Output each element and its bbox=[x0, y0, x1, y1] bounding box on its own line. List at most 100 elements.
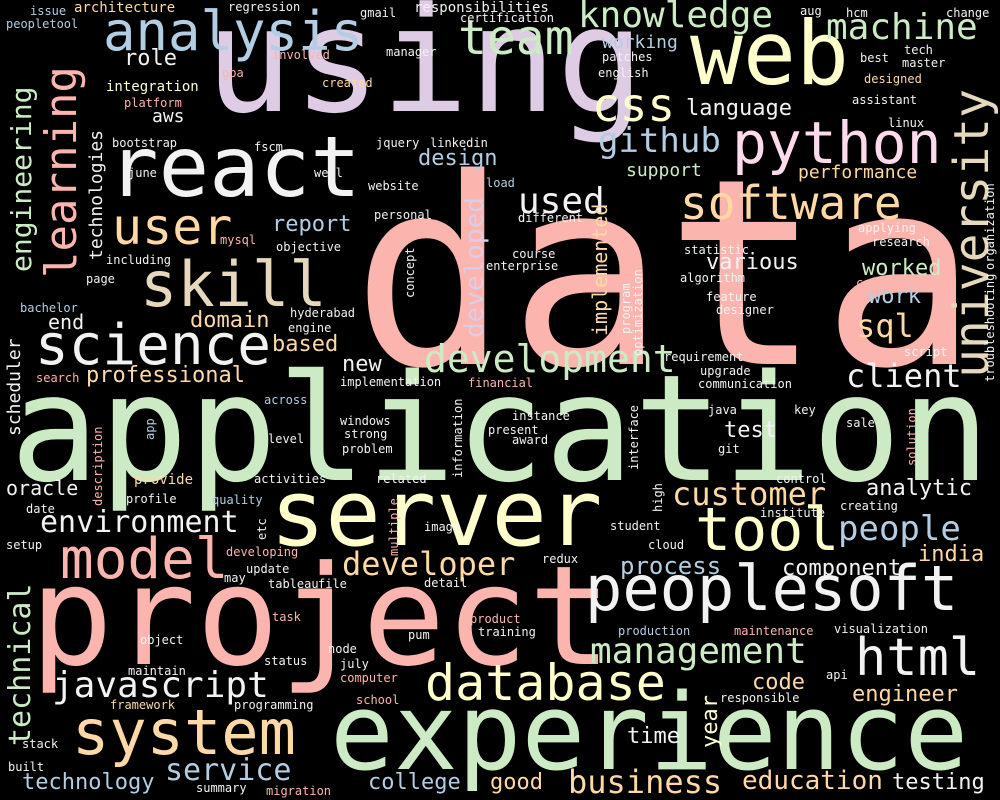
word-activities: activities bbox=[254, 472, 327, 486]
word-domain: domain bbox=[190, 308, 270, 333]
word-interface: interface bbox=[627, 404, 641, 470]
word-web: web bbox=[690, 2, 849, 105]
word-technologies: technologies bbox=[86, 129, 107, 260]
word-etc: etc bbox=[255, 518, 269, 540]
word-worked: worked bbox=[862, 256, 942, 281]
word-aug: aug bbox=[800, 4, 822, 18]
word-working: working bbox=[602, 32, 678, 53]
word-company: company bbox=[856, 276, 907, 290]
word-personal: personal bbox=[374, 208, 432, 222]
word-patches: patches bbox=[602, 50, 653, 64]
word-well: well bbox=[314, 166, 343, 180]
word-engine: engine bbox=[288, 321, 332, 335]
word-scheduler: scheduler bbox=[4, 338, 25, 436]
word-year: year bbox=[698, 695, 723, 748]
word-status: status bbox=[264, 654, 308, 668]
word-html: html bbox=[855, 628, 981, 688]
word-report: report bbox=[272, 212, 352, 237]
word-server: server bbox=[270, 460, 603, 567]
word-process: process bbox=[620, 552, 722, 580]
word-date: date bbox=[26, 502, 55, 516]
word-project: project bbox=[30, 536, 612, 697]
word-student: student bbox=[610, 519, 661, 533]
word-june: june bbox=[128, 166, 157, 180]
word-gmail: gmail bbox=[360, 6, 397, 20]
word-college: college bbox=[368, 770, 461, 795]
word-involved: involved bbox=[272, 48, 330, 62]
word-css: css bbox=[592, 78, 676, 132]
word-summary: summary bbox=[196, 781, 247, 795]
word-requirement: requirement bbox=[664, 350, 744, 364]
word-testing: testing bbox=[892, 770, 985, 795]
word-search: search bbox=[36, 371, 80, 385]
word-api: api bbox=[826, 668, 848, 682]
word-mysql: mysql bbox=[220, 233, 257, 247]
word-solution: solution bbox=[905, 408, 919, 466]
word-science: science bbox=[35, 313, 272, 378]
word-financial: financial bbox=[468, 376, 534, 390]
word-programming: programming bbox=[234, 698, 314, 712]
word-application: application bbox=[10, 343, 991, 515]
word-institute: institute bbox=[760, 506, 826, 520]
word-profile: profile bbox=[126, 492, 177, 506]
word-designer: designer bbox=[716, 303, 774, 317]
word-responsibilities: responsibilities bbox=[414, 0, 549, 16]
word-troubleshooting: troubleshooting bbox=[983, 273, 997, 382]
word-research: research bbox=[872, 235, 930, 249]
word-page: page bbox=[86, 272, 115, 286]
word-platform: platform bbox=[124, 96, 182, 110]
word-objective: objective bbox=[276, 240, 342, 254]
word-java: java bbox=[708, 403, 737, 417]
word-component: component bbox=[782, 556, 902, 581]
word-information: information bbox=[451, 398, 465, 478]
word-visualization: visualization bbox=[834, 622, 928, 636]
word-redux: redux bbox=[542, 552, 579, 566]
word-node: node bbox=[328, 642, 357, 656]
word-communication: communication bbox=[698, 377, 792, 391]
word-built: built bbox=[8, 760, 45, 774]
word-oracle: oracle bbox=[6, 476, 79, 500]
word-python: python bbox=[732, 109, 942, 177]
word-framework: framework bbox=[110, 698, 176, 712]
word-school: school bbox=[356, 693, 400, 707]
word-engineer: engineer bbox=[852, 682, 958, 707]
word-implemented: implemented bbox=[588, 203, 612, 336]
word-instance: instance bbox=[512, 409, 570, 423]
word-pum: pum bbox=[408, 628, 430, 642]
word-people: people bbox=[838, 509, 961, 549]
word-july: july bbox=[340, 657, 369, 671]
word-key: key bbox=[794, 403, 816, 417]
word-professional: professional bbox=[86, 363, 245, 388]
word-across: across bbox=[264, 393, 308, 407]
word-linux: linux bbox=[888, 116, 925, 130]
word-india: india bbox=[918, 542, 985, 567]
word-peoplesoft: peoplesoft bbox=[585, 552, 959, 625]
word-feature: feature bbox=[706, 290, 757, 304]
word-software: software bbox=[680, 176, 902, 230]
word-design: design bbox=[418, 146, 498, 171]
word-product: product bbox=[470, 612, 521, 626]
word-sale: sale bbox=[846, 416, 875, 430]
word-aws: aws bbox=[152, 106, 185, 127]
word-environment: environment bbox=[40, 505, 239, 540]
word-developer: developer bbox=[342, 545, 516, 583]
word-implementation: implementation bbox=[340, 375, 442, 389]
word-upgrade: upgrade bbox=[700, 364, 751, 378]
word-database: database bbox=[425, 654, 666, 712]
word-production: production bbox=[618, 624, 691, 638]
word-detail: detail bbox=[424, 576, 468, 590]
word-may: may bbox=[224, 571, 246, 585]
word-level: level bbox=[268, 432, 305, 446]
word-service: service bbox=[165, 753, 292, 788]
word-update: update bbox=[246, 562, 290, 576]
word-system: system bbox=[72, 696, 296, 769]
word-language: language bbox=[686, 96, 792, 121]
word-time: time bbox=[627, 724, 680, 749]
word-computer: computer bbox=[340, 671, 398, 685]
word-setup: setup bbox=[6, 538, 43, 552]
word-including: including bbox=[106, 253, 172, 267]
word-organization: organization bbox=[983, 183, 997, 270]
word-load: load bbox=[486, 176, 515, 190]
word-peopletool: peopletool bbox=[6, 17, 79, 31]
